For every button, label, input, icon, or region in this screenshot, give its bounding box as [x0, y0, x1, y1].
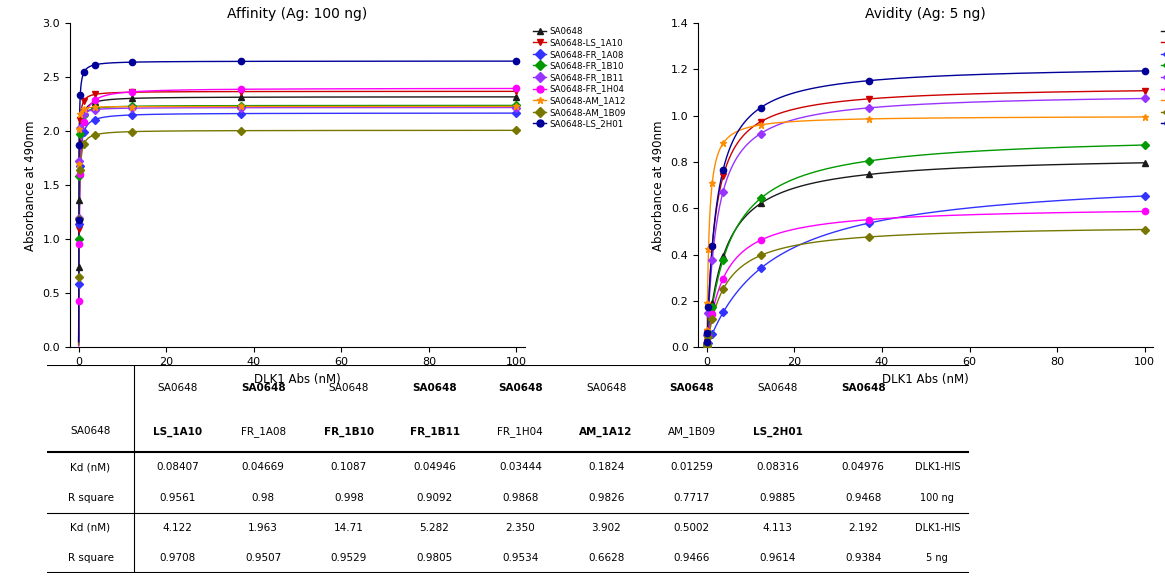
- Text: 100 ng: 100 ng: [920, 493, 954, 503]
- Text: 0.04946: 0.04946: [414, 463, 456, 472]
- Text: SA0648: SA0648: [329, 383, 369, 393]
- Text: 0.03444: 0.03444: [499, 463, 542, 472]
- Text: 2.350: 2.350: [506, 523, 535, 533]
- Text: 0.98: 0.98: [252, 493, 275, 503]
- Text: 0.6628: 0.6628: [588, 553, 624, 563]
- Text: 4.122: 4.122: [162, 523, 192, 533]
- Text: 0.1824: 0.1824: [588, 463, 624, 472]
- Text: SA0648: SA0648: [757, 383, 798, 393]
- Text: FR_1B10: FR_1B10: [324, 426, 374, 437]
- Text: 0.04669: 0.04669: [241, 463, 284, 472]
- Text: R square: R square: [68, 493, 113, 503]
- Text: FR_1A08: FR_1A08: [240, 426, 285, 437]
- Y-axis label: Absorbance at 490nm: Absorbance at 490nm: [23, 120, 37, 251]
- Text: 0.9529: 0.9529: [331, 553, 367, 563]
- Text: 2.192: 2.192: [848, 523, 878, 533]
- Text: 0.9468: 0.9468: [845, 493, 882, 503]
- Text: FR_1B11: FR_1B11: [410, 426, 460, 437]
- Text: 0.1087: 0.1087: [331, 463, 367, 472]
- Text: 5 ng: 5 ng: [926, 553, 948, 563]
- Text: SA0648: SA0648: [670, 383, 714, 393]
- Text: 0.9534: 0.9534: [502, 553, 538, 563]
- Text: 0.9507: 0.9507: [245, 553, 281, 563]
- Text: 0.9708: 0.9708: [160, 553, 196, 563]
- Text: SA0648: SA0648: [70, 427, 111, 437]
- Text: 5.282: 5.282: [419, 523, 450, 533]
- Text: FR_1H04: FR_1H04: [497, 426, 543, 437]
- Text: DLK1-HIS: DLK1-HIS: [915, 463, 960, 472]
- Text: 0.9826: 0.9826: [588, 493, 624, 503]
- Text: 0.08316: 0.08316: [756, 463, 799, 472]
- Text: 0.04976: 0.04976: [842, 463, 884, 472]
- Title: Affinity (Ag: 100 ng): Affinity (Ag: 100 ng): [227, 6, 368, 21]
- Text: 0.5002: 0.5002: [673, 523, 709, 533]
- Text: AM_1A12: AM_1A12: [579, 426, 633, 437]
- Text: 0.08407: 0.08407: [156, 463, 199, 472]
- Text: 0.9466: 0.9466: [673, 553, 709, 563]
- Text: 0.9868: 0.9868: [502, 493, 538, 503]
- Text: AM_1B09: AM_1B09: [668, 426, 715, 437]
- Text: Kd (nM): Kd (nM): [70, 463, 111, 472]
- Text: LS_2H01: LS_2H01: [753, 426, 803, 437]
- Text: SA0648: SA0648: [497, 383, 543, 393]
- Text: Kd (nM): Kd (nM): [70, 523, 111, 533]
- Text: SA0648: SA0648: [412, 383, 457, 393]
- Text: 0.9805: 0.9805: [416, 553, 453, 563]
- Text: 3.902: 3.902: [591, 523, 621, 533]
- Text: 0.9614: 0.9614: [760, 553, 796, 563]
- Text: 0.01259: 0.01259: [670, 463, 713, 472]
- Text: 4.113: 4.113: [763, 523, 792, 533]
- Text: 0.9384: 0.9384: [845, 553, 882, 563]
- Legend: SA0648, SA0648-LS_1A10, SA0648-FR_1A08, SA0648-FR_1B10, SA0648-FR_1B11, SA0648-F: SA0648, SA0648-LS_1A10, SA0648-FR_1A08, …: [530, 23, 629, 131]
- Legend: SA0648, SA0648-LS_1A10, SA0648-FR_1A08, SA0648-FR_1B10, SA0648-FR_1B11, SA0648-F: SA0648, SA0648-LS_1A10, SA0648-FR_1A08, …: [1158, 23, 1165, 131]
- Text: SA0648: SA0648: [841, 383, 885, 393]
- Text: LS_1A10: LS_1A10: [153, 426, 202, 437]
- Text: SA0648: SA0648: [586, 383, 627, 393]
- Text: 0.9092: 0.9092: [416, 493, 453, 503]
- Text: DLK1-HIS: DLK1-HIS: [915, 523, 960, 533]
- Text: SA0648: SA0648: [241, 383, 285, 393]
- Text: 0.9561: 0.9561: [160, 493, 196, 503]
- Text: SA0648: SA0648: [157, 383, 198, 393]
- X-axis label: DLK1 Abs (nM): DLK1 Abs (nM): [882, 373, 969, 386]
- Text: 14.71: 14.71: [334, 523, 363, 533]
- X-axis label: DLK1 Abs (nM): DLK1 Abs (nM): [254, 373, 341, 386]
- Y-axis label: Absorbance at 490nm: Absorbance at 490nm: [652, 120, 665, 251]
- Text: 1.963: 1.963: [248, 523, 278, 533]
- Title: Avidity (Ag: 5 ng): Avidity (Ag: 5 ng): [866, 6, 986, 21]
- Text: 0.7717: 0.7717: [673, 493, 709, 503]
- Text: 0.998: 0.998: [334, 493, 363, 503]
- Text: 0.9885: 0.9885: [760, 493, 796, 503]
- Text: R square: R square: [68, 553, 113, 563]
